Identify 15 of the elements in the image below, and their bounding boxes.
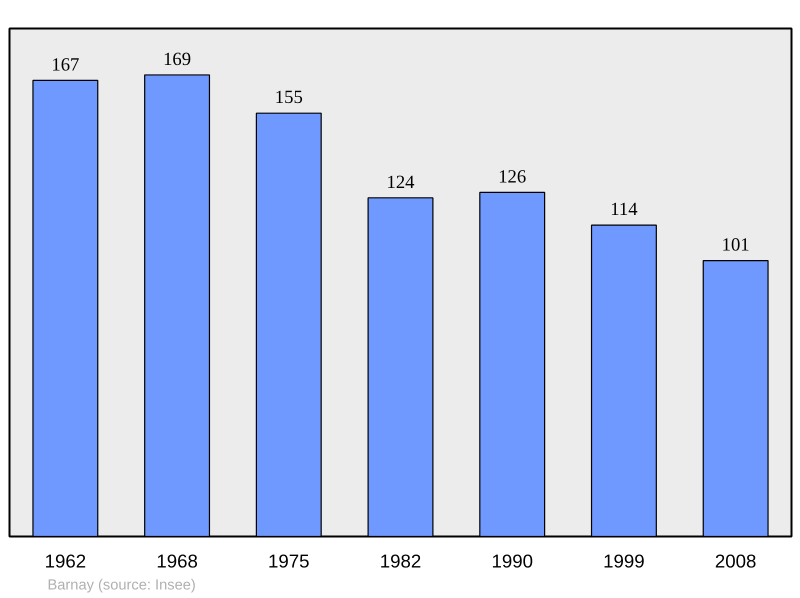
x-tick-label: 2008	[714, 550, 756, 572]
data-label: 126	[498, 166, 526, 188]
x-tick-label: 1990	[491, 550, 533, 572]
data-label: 155	[274, 87, 303, 108]
x-tick-label: 1982	[380, 550, 422, 572]
data-label: 101	[722, 234, 750, 256]
x-tick-label: 1975	[268, 550, 310, 572]
data-label: 169	[163, 48, 192, 70]
x-tick-label: 1999	[603, 550, 645, 572]
text: Barnay (source: Insee)	[48, 578, 196, 594]
data-label: 124	[386, 172, 416, 193]
data-label: 167	[51, 54, 80, 76]
x-tick-label: 1962	[44, 550, 86, 572]
x-tick-label: 1968	[156, 550, 198, 572]
data-label: 114	[610, 199, 638, 220]
